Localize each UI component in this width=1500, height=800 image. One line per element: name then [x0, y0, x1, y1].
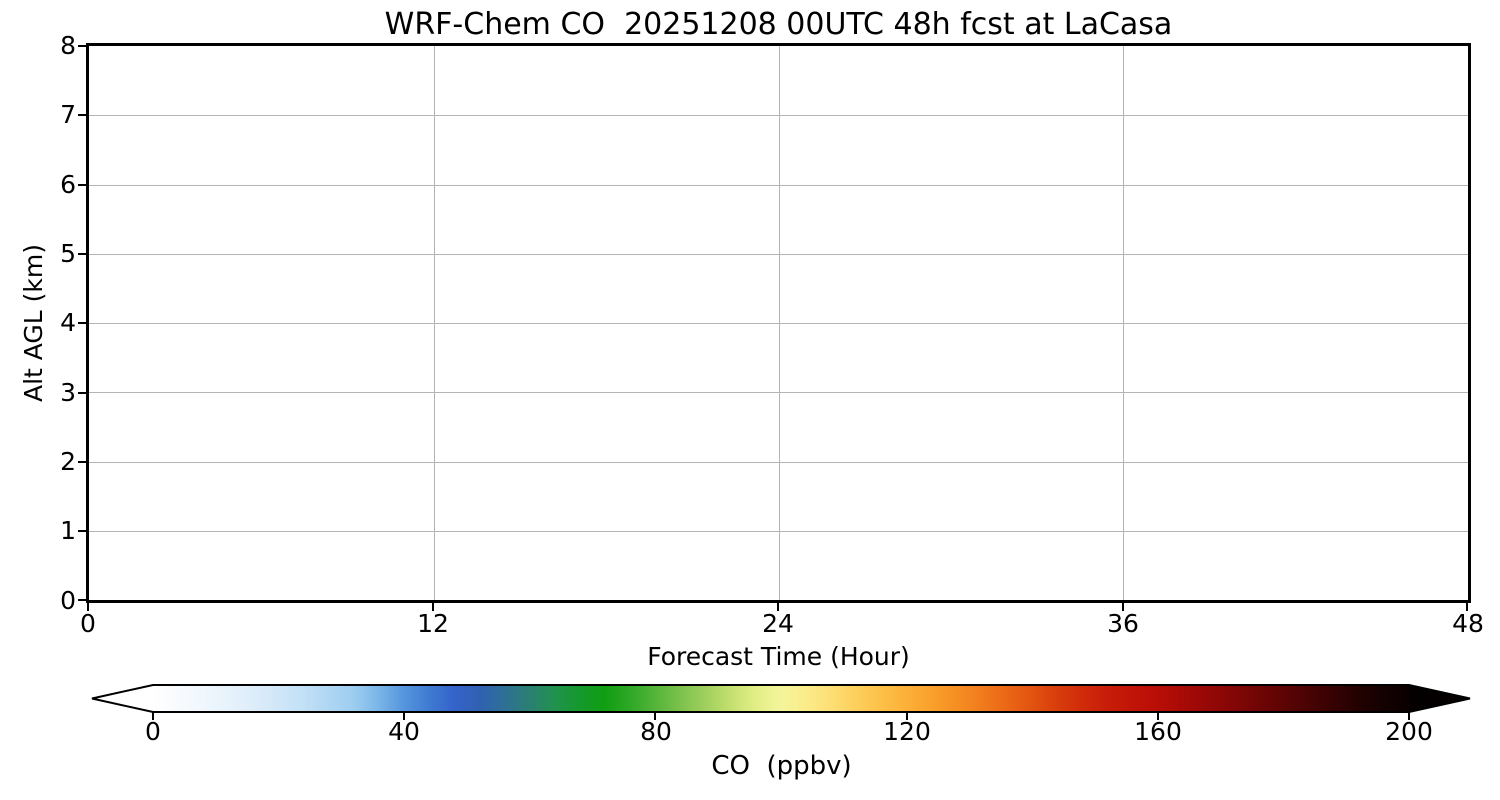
- colorbar-label: CO (ppbv): [711, 751, 852, 781]
- y-tick-label: 1: [60, 516, 76, 545]
- gridline-vertical: [1123, 46, 1125, 600]
- plot-area: [86, 43, 1471, 603]
- y-tick-mark: [78, 392, 86, 394]
- colorbar-tick-label: 200: [1385, 717, 1433, 746]
- colorbar-under-arrow: [92, 685, 153, 712]
- x-axis-label: Forecast Time (Hour): [647, 642, 910, 671]
- colorbar-tick-label: 40: [388, 717, 420, 746]
- gridline-vertical: [778, 46, 780, 600]
- colorbar-tick-label: 160: [1134, 717, 1182, 746]
- x-tick-mark: [777, 603, 779, 611]
- x-tick-label: 12: [417, 609, 449, 638]
- x-tick-mark: [432, 603, 434, 611]
- y-tick-mark: [78, 45, 86, 47]
- x-tick-mark: [1122, 603, 1124, 611]
- y-tick-mark: [78, 322, 86, 324]
- y-tick-mark: [78, 253, 86, 255]
- colorbar-tick-label: 80: [640, 717, 672, 746]
- colorbar-tick-label: 120: [883, 717, 931, 746]
- y-tick-label: 4: [60, 308, 76, 337]
- y-tick-mark: [78, 461, 86, 463]
- y-tick-mark: [78, 599, 86, 601]
- y-tick-label: 7: [60, 100, 76, 129]
- y-tick-label: 0: [60, 586, 76, 615]
- x-tick-label: 0: [80, 609, 96, 638]
- y-tick-label: 5: [60, 239, 76, 268]
- x-tick-label: 48: [1452, 609, 1484, 638]
- x-tick-label: 36: [1107, 609, 1139, 638]
- y-tick-mark: [78, 114, 86, 116]
- y-tick-mark: [78, 184, 86, 186]
- y-tick-label: 2: [60, 447, 76, 476]
- plot-title: WRF-Chem CO 20251208 00UTC 48h fcst at L…: [384, 7, 1173, 42]
- colorbar-over-arrow: [1409, 685, 1470, 712]
- colorbar-gradient-body: [153, 685, 1409, 712]
- colorbar-tick-marks: [152, 712, 1410, 720]
- y-tick-label: 3: [60, 378, 76, 407]
- y-tick-label: 6: [60, 170, 76, 199]
- colorbar-tick-label: 0: [145, 717, 161, 746]
- gridline-vertical: [433, 46, 435, 600]
- colorbar: [91, 684, 1471, 720]
- y-tick-label: 8: [60, 31, 76, 60]
- x-tick-label: 24: [762, 609, 794, 638]
- y-tick-mark: [78, 530, 86, 532]
- x-tick-mark: [1466, 603, 1468, 611]
- x-tick-mark: [87, 603, 89, 611]
